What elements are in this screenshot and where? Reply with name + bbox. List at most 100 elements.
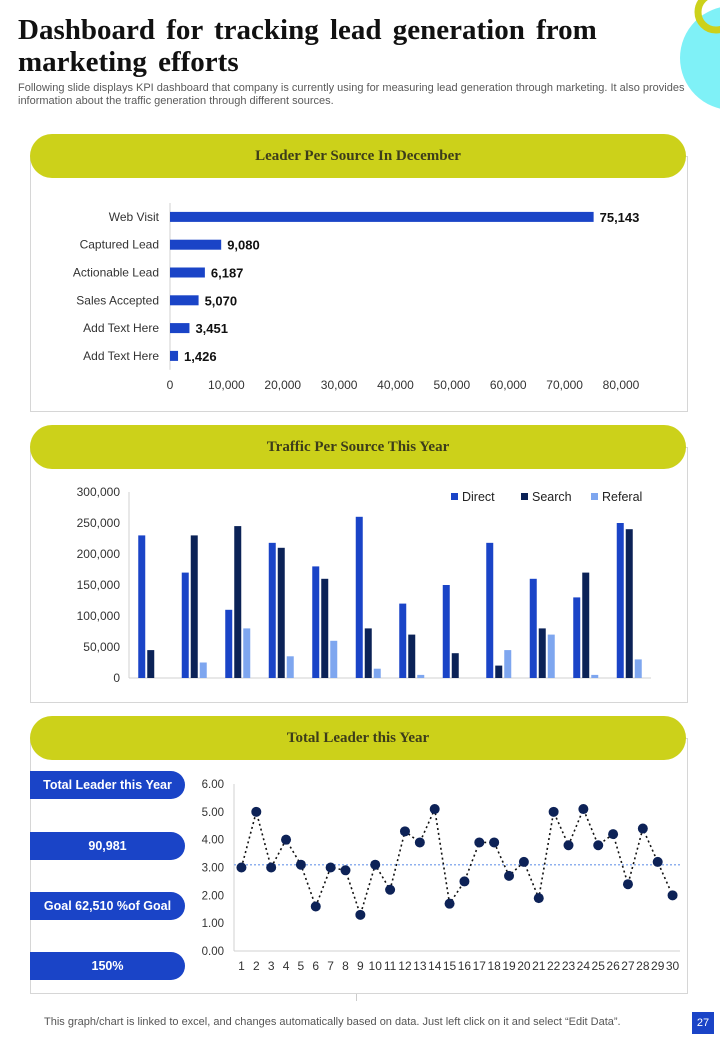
bar [170,323,190,334]
bar-direct [268,542,276,678]
x-tick-label: 20,000 [264,378,301,392]
x-tick-label: 11 [384,959,397,973]
page-title: Dashboard for tracking lead generation f… [18,14,597,78]
bar [170,239,222,250]
bar-direct [616,523,624,678]
x-tick-label: 22 [547,959,561,973]
bar-referal [634,659,642,678]
legend-swatch [521,493,528,500]
bar-direct [573,597,581,678]
divider-tick [356,994,357,1001]
data-point [370,859,381,870]
bar-search [364,628,372,678]
data-point [593,840,604,851]
x-tick-label: 18 [487,959,501,973]
y-tick-label: Web Visit [109,210,160,224]
bar-referal [417,674,425,678]
bar-referal [591,674,599,678]
bar-direct [225,609,233,678]
data-point [295,859,306,870]
legend-swatch [451,493,458,500]
data-point [385,884,396,895]
bar-direct [355,516,363,678]
x-tick-label: 5 [298,959,305,973]
leads-bar-chart[interactable]: Web Visit 75,143 Captured Lead 9,080 Actiona… [31,190,685,405]
leads-panel [30,156,688,412]
x-tick-label: 9 [357,959,364,973]
y-tick-label: 50,000 [83,640,120,654]
y-tick-label: 2.00 [202,890,224,902]
x-tick-label: 10,000 [208,378,245,392]
series-line [240,806,674,918]
x-tick-label: 60,000 [490,378,527,392]
data-point [236,862,247,873]
kpi-percent: 150% [30,952,185,980]
x-tick-label: 15 [443,959,457,973]
x-tick-label: 7 [327,959,334,973]
data-label: 1,426 [184,349,217,364]
bar-search [277,547,285,678]
bar-search [582,572,590,678]
corner-decoration [680,0,720,109]
data-point [444,898,455,909]
data-point [489,837,500,848]
x-tick-label: 16 [458,959,472,973]
bar-search [408,634,416,678]
x-tick-label: 29 [651,959,665,973]
y-tick-label: 250,000 [77,516,121,530]
data-label: 3,451 [195,321,228,336]
data-point [474,837,485,848]
bar-search [625,529,633,678]
bar [170,295,199,306]
bar-direct [399,603,407,678]
x-tick-label: 10 [369,959,383,973]
y-tick-label: Sales Accepted [76,293,159,307]
data-label: 5,070 [205,293,238,308]
y-tick-label: 6.00 [202,779,224,791]
data-point [548,806,559,817]
x-tick-label: 8 [342,959,349,973]
bar-search [451,653,459,678]
x-tick-label: 0 [167,378,174,392]
data-point [251,806,262,817]
traffic-bar-chart[interactable]: 0 50,000 100,000 150,000 200,000 250,000 300,0… [31,480,685,700]
y-tick-label: Add Text Here [83,349,159,363]
bar-referal [504,650,512,678]
x-tick-label: 13 [413,959,427,973]
x-tick-label: 50,000 [434,378,471,392]
bar-direct [312,566,320,678]
bar-referal [547,634,555,678]
bar-referal [243,628,251,678]
x-tick-label: 2 [253,959,260,973]
data-point [281,834,292,845]
x-tick-label: 25 [592,959,606,973]
y-tick-label: 5.00 [202,807,224,819]
data-point [310,901,321,912]
y-tick-label: 200,000 [77,547,121,561]
data-point [667,890,678,901]
y-tick-label: Add Text Here [83,321,159,335]
x-tick-label: 3 [268,959,275,973]
data-label: 75,143 [600,210,640,225]
x-tick-label: 80,000 [603,378,640,392]
bar-referal [286,656,294,678]
y-tick-label: 300,000 [77,485,121,499]
traffic-panel-header: Traffic Per Source This Year [30,425,686,469]
data-point [266,862,277,873]
leads-panel-header: Leader Per Source In December [30,134,686,178]
bar-direct [442,585,450,678]
total-line-chart[interactable]: 0.001.002.003.004.005.006.001 2 3 4 5 6 7 8 9 10 1… [190,774,685,974]
x-tick-label: 28 [636,959,650,973]
y-tick-label: Captured Lead [80,238,159,252]
bar [170,350,179,361]
bar-direct [138,535,146,678]
bar-search [234,526,242,678]
x-tick-label: 23 [562,959,576,973]
data-point [414,837,425,848]
x-tick-label: 12 [398,959,412,973]
bar [170,267,205,278]
data-point [563,840,574,851]
bar-direct [529,578,537,678]
bar-direct [181,572,189,678]
data-point [399,826,410,837]
